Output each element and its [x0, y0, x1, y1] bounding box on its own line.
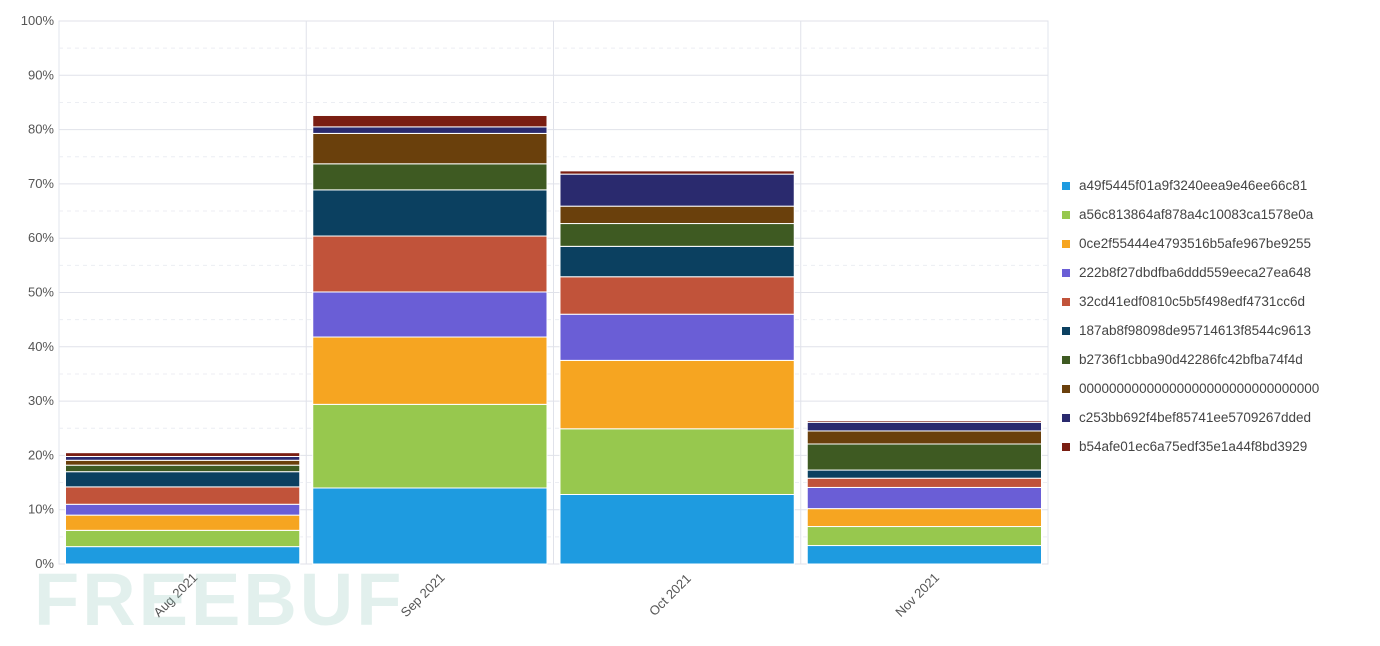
legend-item-6[interactable]: 187ab8f98098de95714613f8544c9613 [1062, 316, 1372, 345]
bar-segment-1-aug-2021[interactable]: a49f5445f01a9f3240eea9e46ee66c81: 3.2% [65, 546, 301, 565]
bar-segment-9-oct-2021[interactable]: c253bb692f4bef85741ee5709267dded: 5.9% [559, 173, 795, 207]
bar-segment-4-nov-2021[interactable]: 222b8f27dbdfba6ddd559eeca27ea648: 3.9% [806, 486, 1042, 510]
legend-label: c253bb692f4bef85741ee5709267dded [1079, 410, 1311, 425]
bar-segment-7-nov-2021[interactable]: b2736f1cbba90d42286fc42bfba74f4d: 4.8% [806, 443, 1042, 471]
legend: a49f5445f01a9f3240eea9e46ee66c81 a56c8138… [1062, 171, 1372, 461]
legend-label: a56c813864af878a4c10083ca1578e0a [1079, 207, 1314, 222]
legend-swatch [1062, 268, 1070, 277]
legend-label: b54afe01ec6a75edf35e1a44f8bd3929 [1079, 439, 1308, 454]
bar-segment-1-nov-2021[interactable]: a49f5445f01a9f3240eea9e46ee66c81: 3.4% [806, 545, 1042, 565]
bar-segment-3-nov-2021[interactable]: 0ce2f55444e4793516b5afe967be9255: 3.3% [806, 508, 1042, 528]
bar-segment-10-aug-2021[interactable]: b54afe01ec6a75edf35e1a44f8bd3929: 0.7% [65, 452, 301, 457]
bar-segment-5-nov-2021[interactable]: 32cd41edf0810c5b5f498edf4731cc6d: 1.7% [806, 477, 1042, 488]
legend-swatch [1062, 239, 1070, 248]
y-tick-label: 30% [28, 393, 54, 408]
x-tick-label: Nov 2021 [892, 570, 942, 620]
legend-label: 00000000000000000000000000000000 [1079, 381, 1320, 396]
bar-segment-10-nov-2021[interactable]: b54afe01ec6a75edf35e1a44f8bd3929: 0.3% [806, 420, 1042, 423]
bar-segment-3-oct-2021[interactable]: 0ce2f55444e4793516b5afe967be9255: 12.6% [559, 359, 795, 430]
bar-segment-4-oct-2021[interactable]: 222b8f27dbdfba6ddd559eeca27ea648: 8.5% [559, 313, 795, 361]
legend-item-8[interactable]: 00000000000000000000000000000000 [1062, 374, 1372, 403]
legend-swatch [1062, 326, 1070, 335]
bar-segment-10-oct-2021[interactable]: b54afe01ec6a75edf35e1a44f8bd3929: 0.6% [559, 170, 795, 175]
bar-segment-6-sep-2021[interactable]: 187ab8f98098de95714613f8544c9613: 8.5% [312, 189, 548, 237]
legend-label: 0ce2f55444e4793516b5afe967be9255 [1079, 236, 1311, 251]
legend-label: a49f5445f01a9f3240eea9e46ee66c81 [1079, 178, 1308, 193]
y-tick-label: 40% [28, 339, 54, 354]
bar-segment-2-sep-2021[interactable]: a56c813864af878a4c10083ca1578e0a: 15.4% [312, 403, 548, 489]
bar-segment-10-sep-2021[interactable]: b54afe01ec6a75edf35e1a44f8bd3929: 2.1% [312, 114, 548, 128]
legend-swatch [1062, 442, 1070, 451]
bar-segment-2-nov-2021[interactable]: a56c813864af878a4c10083ca1578e0a: 3.5% [806, 526, 1042, 547]
bar-segment-2-oct-2021[interactable]: a56c813864af878a4c10083ca1578e0a: 12.1% [559, 428, 795, 495]
y-tick-label: 20% [28, 447, 54, 462]
bar-segment-1-oct-2021[interactable]: a49f5445f01a9f3240eea9e46ee66c81: 12.8% [559, 493, 795, 565]
y-tick-label: 0% [35, 556, 54, 571]
bar-segment-9-sep-2021[interactable]: c253bb692f4bef85741ee5709267dded: 1.2% [312, 126, 548, 134]
bar-segment-9-aug-2021[interactable]: c253bb692f4bef85741ee5709267dded: 0.7% [65, 455, 301, 461]
bar-segment-4-sep-2021[interactable]: 222b8f27dbdfba6ddd559eeca27ea648: 8.3% [312, 291, 548, 338]
legend-swatch [1062, 297, 1070, 306]
bar-segment-8-sep-2021[interactable]: 00000000000000000000000000000000: 5.6% [312, 132, 548, 165]
legend-swatch [1062, 210, 1070, 219]
y-tick-label: 10% [28, 502, 54, 517]
legend-swatch [1062, 384, 1070, 393]
bar-segment-5-sep-2021[interactable]: 32cd41edf0810c5b5f498edf4731cc6d: 10.3% [312, 235, 548, 293]
bar-segment-5-aug-2021[interactable]: 32cd41edf0810c5b5f498edf4731cc6d: 3.2% [65, 486, 301, 505]
y-tick-label: 70% [28, 176, 54, 191]
y-tick-label: 80% [28, 122, 54, 137]
legend-item-1[interactable]: a49f5445f01a9f3240eea9e46ee66c81 [1062, 171, 1372, 200]
bar-segment-8-nov-2021[interactable]: 00000000000000000000000000000000: 2.4% [806, 430, 1042, 445]
legend-swatch [1062, 181, 1070, 190]
bar-segment-7-sep-2021[interactable]: b2736f1cbba90d42286fc42bfba74f4d: 4.8% [312, 163, 548, 191]
bar-segment-9-nov-2021[interactable]: c253bb692f4bef85741ee5709267dded: 1.6% [806, 421, 1042, 432]
legend-item-2[interactable]: a56c813864af878a4c10083ca1578e0a [1062, 200, 1372, 229]
x-tick-label: Sep 2021 [398, 570, 448, 620]
y-tick-label: 50% [28, 285, 54, 300]
x-tick-label: Oct 2021 [646, 571, 694, 619]
legend-item-4[interactable]: 222b8f27dbdfba6ddd559eeca27ea648 [1062, 258, 1372, 287]
y-tick-label: 60% [28, 230, 54, 245]
legend-swatch [1062, 355, 1070, 364]
legend-label: 222b8f27dbdfba6ddd559eeca27ea648 [1079, 265, 1311, 280]
legend-item-10[interactable]: b54afe01ec6a75edf35e1a44f8bd3929 [1062, 432, 1372, 461]
bar-segment-3-aug-2021[interactable]: 0ce2f55444e4793516b5afe967be9255: 2.8% [65, 514, 301, 531]
bar-segment-7-oct-2021[interactable]: b2736f1cbba90d42286fc42bfba74f4d: 4.2% [559, 223, 795, 247]
legend-item-9[interactable]: c253bb692f4bef85741ee5709267dded [1062, 403, 1372, 432]
y-tick-label: 100% [21, 13, 55, 28]
legend-label: b2736f1cbba90d42286fc42bfba74f4d [1079, 352, 1303, 367]
bar-segment-1-sep-2021[interactable]: a49f5445f01a9f3240eea9e46ee66c81: 14% [312, 487, 548, 565]
bar-segment-8-aug-2021[interactable]: 00000000000000000000000000000000: 0.9% [65, 459, 301, 466]
bar-segment-2-aug-2021[interactable]: a56c813864af878a4c10083ca1578e0a: 3% [65, 529, 301, 548]
legend-swatch [1062, 413, 1070, 422]
y-tick-label: 90% [28, 67, 54, 82]
legend-item-3[interactable]: 0ce2f55444e4793516b5afe967be9255 [1062, 229, 1372, 258]
legend-label: 187ab8f98098de95714613f8544c9613 [1079, 323, 1311, 338]
bar-segment-4-aug-2021[interactable]: 222b8f27dbdfba6ddd559eeca27ea648: 2% [65, 503, 301, 516]
bar-segments: a49f5445f01a9f3240eea9e46ee66c81: 3.2%a5… [65, 114, 1042, 565]
bar-segment-8-oct-2021[interactable]: 00000000000000000000000000000000: 3.2% [559, 205, 795, 225]
bar-segment-6-nov-2021[interactable]: 187ab8f98098de95714613f8544c9613: 1.5% [806, 469, 1042, 479]
x-tick-label: Aug 2021 [150, 570, 200, 620]
bar-segment-6-aug-2021[interactable]: 187ab8f98098de95714613f8544c9613: 2.8% [65, 471, 301, 488]
legend-item-5[interactable]: 32cd41edf0810c5b5f498edf4731cc6d [1062, 287, 1372, 316]
bar-segment-7-aug-2021[interactable]: b2736f1cbba90d42286fc42bfba74f4d: 1.2% [65, 464, 301, 473]
legend-label: 32cd41edf0810c5b5f498edf4731cc6d [1079, 294, 1305, 309]
bar-segment-3-sep-2021[interactable]: 0ce2f55444e4793516b5afe967be9255: 12.4% [312, 336, 548, 405]
bar-segment-6-oct-2021[interactable]: 187ab8f98098de95714613f8544c9613: 5.6% [559, 245, 795, 278]
bar-segment-5-oct-2021[interactable]: 32cd41edf0810c5b5f498edf4731cc6d: 6.9% [559, 276, 795, 315]
legend-item-7[interactable]: b2736f1cbba90d42286fc42bfba74f4d [1062, 345, 1372, 374]
